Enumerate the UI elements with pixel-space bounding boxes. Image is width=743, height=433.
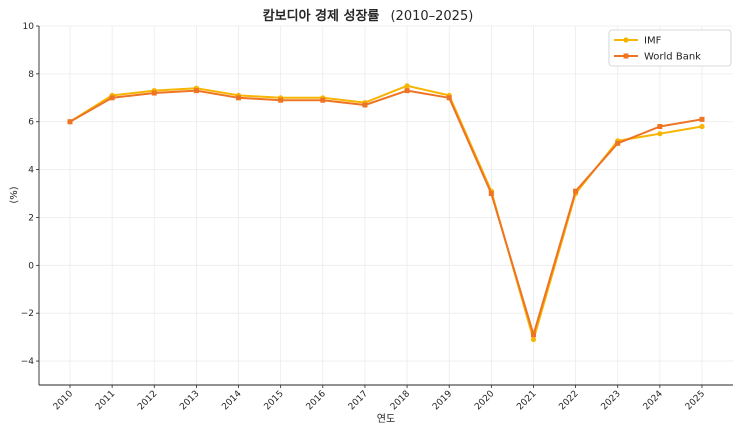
x-tick-label: 2019 [431, 389, 454, 412]
data-point-world-bank [320, 97, 326, 103]
y-tick-label: 6 [28, 118, 34, 128]
chart-title-years: (2010–2025) [390, 9, 473, 24]
x-tick-label: 2012 [136, 389, 159, 412]
grid [39, 25, 733, 385]
data-point-world-bank [362, 102, 368, 108]
series-layer [67, 83, 705, 343]
legend-marker-imf [623, 37, 629, 43]
x-tick-label: 2025 [684, 389, 707, 412]
x-tick-label: 2017 [347, 389, 370, 412]
axes [38, 26, 733, 386]
legend-frame [608, 29, 732, 67]
y-tick-label: −2 [21, 309, 34, 319]
y-axis-ticks: −4 −2 0 2 4 6 8 10 [21, 22, 39, 367]
data-point-world-bank [67, 119, 73, 125]
data-point-imf [699, 123, 705, 130]
data-point-world-bank [404, 88, 410, 94]
data-point-world-bank [446, 95, 452, 101]
x-tick-label: 2011 [94, 389, 117, 412]
data-point-world-bank [278, 97, 284, 103]
legend-marker-world-bank [623, 53, 629, 59]
x-tick-label: 2023 [600, 389, 623, 412]
x-tick-label: 2020 [473, 389, 496, 412]
x-tick-label: 2013 [178, 389, 201, 412]
x-tick-label: 2022 [557, 389, 580, 412]
data-point-world-bank [699, 116, 705, 122]
data-point-world-bank [573, 188, 579, 194]
x-tick-label: 2010 [52, 389, 75, 412]
data-point-world-bank [615, 140, 621, 146]
x-tick-label: 2014 [220, 389, 243, 412]
data-point-imf [404, 83, 410, 89]
data-point-world-bank [151, 90, 157, 96]
data-point-imf [657, 131, 663, 137]
legend-label-imf: IMF [644, 36, 662, 47]
x-axis-ticks: 2010 2011 2012 2013 2014 2015 2016 2017 2018 2019… [52, 385, 707, 412]
data-point-imf [530, 336, 537, 343]
data-point-world-bank [193, 88, 199, 94]
y-tick-label: 2 [28, 213, 34, 223]
series-line-imf [69, 84, 703, 341]
y-tick-label: 4 [28, 166, 34, 176]
x-tick-label: 2021 [515, 389, 538, 412]
x-tick-label: 2016 [305, 389, 328, 412]
y-tick-label: 0 [28, 261, 34, 271]
x-tick-label: 2024 [642, 389, 665, 412]
y-tick-label: −4 [21, 357, 35, 367]
data-point-world-bank [488, 191, 494, 197]
legend: IMF World Bank [608, 29, 732, 67]
y-tick-label: 10 [23, 22, 35, 32]
x-tick-label: 2018 [389, 389, 412, 412]
data-point-world-bank [657, 124, 663, 130]
chart-title-main: 캄보디아 경제 성장률 [263, 8, 380, 24]
series-line-world-bank [69, 89, 703, 336]
chart-title: 캄보디아 경제 성장률 (2010–2025) [263, 5, 474, 24]
data-point-world-bank [236, 95, 242, 101]
x-tick-label: 2015 [263, 389, 286, 412]
y-axis-label: (%) [9, 186, 20, 203]
legend-label-world-bank: World Bank [644, 52, 701, 63]
data-point-world-bank [530, 332, 536, 338]
x-axis-label: 연도 [377, 413, 395, 425]
data-point-world-bank [109, 95, 115, 101]
y-tick-label: 8 [28, 70, 34, 80]
